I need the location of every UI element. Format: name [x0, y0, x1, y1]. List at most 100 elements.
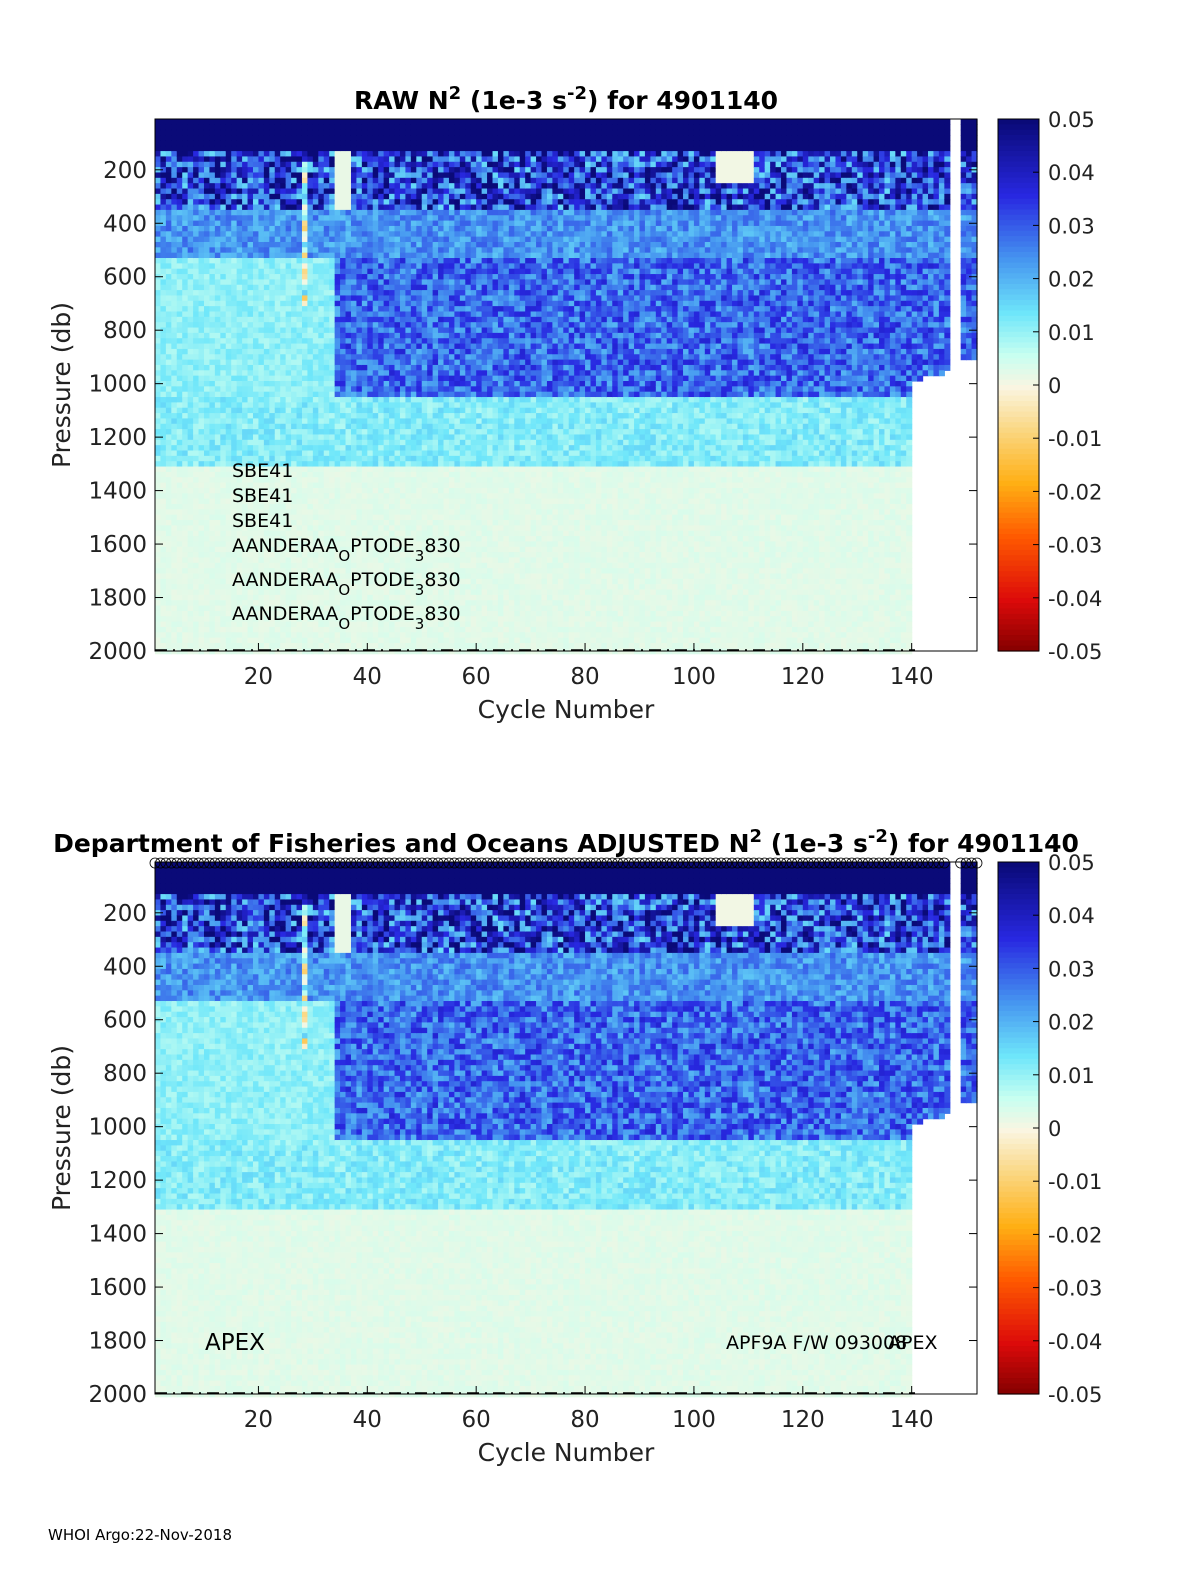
heatmap-cell	[405, 225, 412, 232]
heatmap-cell	[340, 482, 347, 489]
heatmap-cell	[318, 316, 325, 323]
heatmap-cell	[405, 263, 412, 270]
heatmap-cell	[350, 290, 358, 297]
heatmap-cell	[394, 338, 401, 345]
heatmap-cell	[350, 364, 358, 371]
heatmap-cell	[291, 509, 298, 516]
heatmap-cell	[160, 610, 167, 617]
heatmap-cell	[176, 375, 183, 382]
heatmap-cell	[383, 621, 390, 628]
heatmap-cell	[291, 140, 298, 147]
heatmap-cell	[416, 584, 423, 591]
heatmap-cell	[312, 364, 319, 371]
heatmap-cell	[361, 461, 368, 468]
heatmap-cell	[176, 578, 183, 585]
heatmap-cell	[182, 525, 189, 532]
heatmap-cell	[405, 284, 412, 291]
heatmap-cell	[247, 348, 254, 355]
heatmap-cell	[198, 482, 205, 489]
heatmap-cell	[214, 418, 221, 425]
heatmap-cell	[258, 509, 265, 516]
heatmap-cell	[318, 482, 325, 489]
heatmap-cell	[171, 343, 178, 350]
heatmap-cell	[383, 445, 390, 452]
heatmap-cell	[301, 188, 309, 195]
heatmap-cell	[285, 220, 292, 227]
heatmap-cell	[160, 172, 167, 179]
heatmap-cell	[274, 316, 281, 323]
heatmap-cell	[171, 413, 178, 420]
heatmap-cell	[209, 284, 216, 291]
heatmap-cell	[203, 188, 211, 195]
heatmap-cell	[182, 546, 189, 553]
heatmap-cell	[405, 220, 412, 227]
heatmap-cell	[247, 279, 254, 286]
heatmap-cell	[318, 161, 325, 168]
heatmap-cell	[231, 258, 238, 264]
heatmap-cell	[383, 258, 390, 264]
heatmap-cell	[220, 509, 227, 516]
heatmap-cell	[274, 391, 281, 398]
heatmap-cell	[198, 466, 205, 473]
heatmap-cell	[421, 455, 428, 462]
heatmap-cell	[193, 461, 200, 468]
heatmap-cell	[350, 525, 358, 532]
heatmap-cell	[263, 252, 270, 259]
heatmap-cell	[182, 568, 189, 575]
heatmap-cell	[421, 477, 428, 484]
heatmap-cell	[350, 193, 358, 200]
heatmap-cell	[410, 343, 417, 350]
heatmap-cell	[410, 354, 417, 361]
heatmap-cell	[296, 161, 303, 168]
heatmap-cell	[296, 386, 303, 393]
heatmap-cell	[399, 140, 407, 147]
heatmap-cell	[416, 322, 423, 329]
heatmap-cell	[198, 578, 205, 585]
heatmap-cell	[231, 493, 238, 500]
heatmap-cell	[165, 429, 172, 436]
heatmap-cell	[258, 167, 265, 174]
heatmap-cell	[274, 241, 281, 248]
heatmap-cell	[176, 439, 183, 446]
heatmap-cell	[258, 145, 265, 152]
heatmap-cell	[367, 370, 374, 377]
heatmap-cell	[263, 391, 270, 398]
heatmap-cell	[252, 348, 260, 355]
heatmap-cell	[399, 145, 407, 152]
heatmap-cell	[203, 274, 211, 281]
heatmap-cell	[394, 413, 401, 420]
heatmap-cell	[258, 220, 265, 227]
heatmap-cell	[421, 306, 428, 313]
heatmap-cell	[361, 386, 368, 393]
heatmap-cell	[340, 274, 347, 281]
heatmap-cell	[165, 541, 172, 548]
heatmap-cell	[291, 380, 298, 387]
heatmap-cell	[220, 348, 227, 355]
heatmap-cell	[421, 439, 428, 446]
heatmap-cell	[291, 487, 298, 494]
heatmap-cell	[160, 199, 167, 206]
heatmap-cell	[307, 252, 314, 259]
heatmap-cell	[345, 327, 352, 334]
heatmap-cell	[182, 316, 189, 323]
heatmap-cell	[378, 584, 385, 591]
heatmap-cell	[361, 327, 368, 334]
heatmap-cell	[307, 594, 314, 601]
heatmap-cell	[334, 322, 341, 329]
heatmap-cell	[416, 300, 423, 307]
heatmap-cell	[165, 215, 172, 222]
heatmap-cell	[285, 391, 292, 398]
heatmap-cell	[187, 509, 194, 516]
heatmap-cell	[405, 268, 412, 275]
heatmap-cell	[383, 156, 390, 163]
heatmap-cell	[394, 172, 401, 179]
heatmap-cell	[269, 290, 276, 297]
heatmap-cell	[389, 600, 396, 607]
heatmap-cell	[214, 600, 221, 607]
heatmap-cell	[312, 562, 319, 569]
heatmap-cell	[318, 562, 325, 569]
heatmap-cell	[410, 370, 417, 377]
heatmap-cell	[323, 199, 330, 206]
heatmap-cell	[334, 509, 341, 516]
heatmap-cell	[405, 455, 412, 462]
